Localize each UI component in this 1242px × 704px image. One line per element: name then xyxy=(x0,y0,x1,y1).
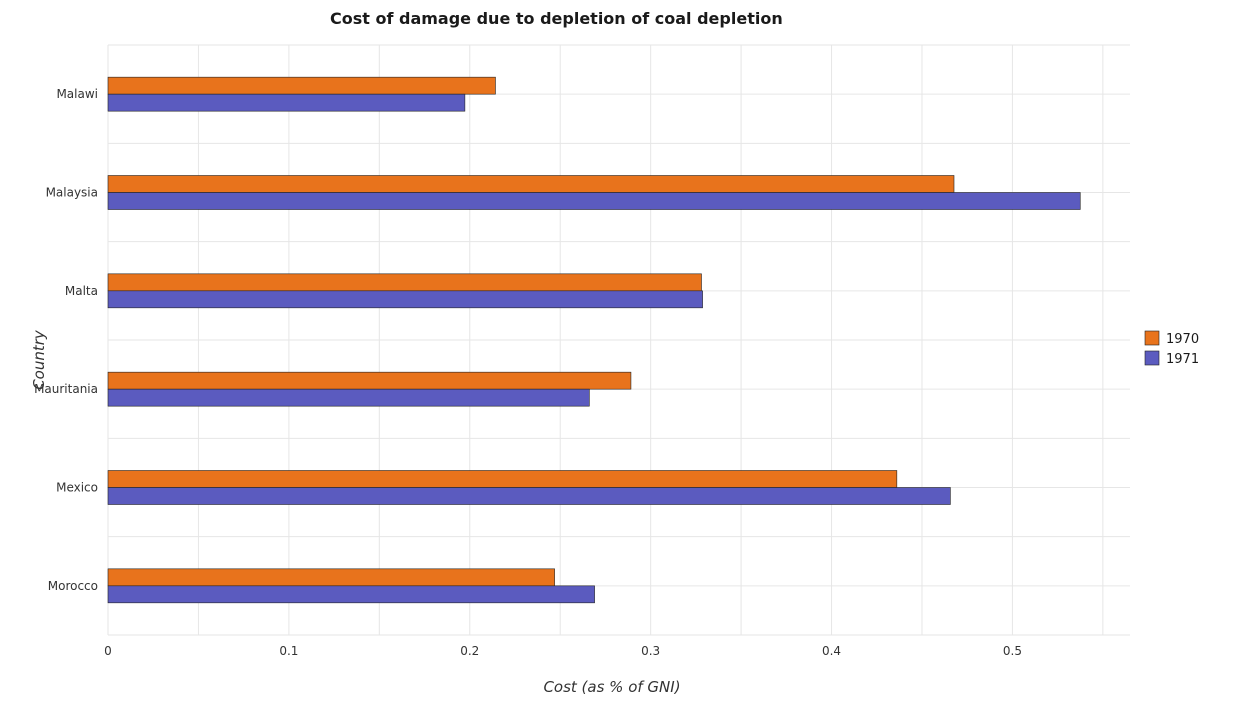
bar-1971-mauritania xyxy=(107,388,590,407)
legend-label-1970: 1970 xyxy=(1166,332,1199,347)
bar-1970-malawi xyxy=(107,76,496,95)
legend-swatch-1971 xyxy=(1144,350,1160,366)
y-tick-label: Malawi xyxy=(56,87,98,101)
bar-1970-mexico xyxy=(107,470,898,488)
x-tick-label: 0.5 xyxy=(1003,644,1022,658)
chart-title: Cost of damage due to depletion of coal … xyxy=(330,9,783,28)
bar-1970-malaysia xyxy=(107,175,955,193)
bar-1971-mexico xyxy=(107,487,951,505)
bar-1971-malawi xyxy=(107,93,466,112)
y-tick-label: Morocco xyxy=(48,579,98,593)
bars xyxy=(107,76,1081,604)
bar-1971-malta xyxy=(107,290,703,309)
y-tick-label: Malta xyxy=(65,284,98,298)
x-tick-label: 0.3 xyxy=(641,644,660,658)
y-tick-label: Malaysia xyxy=(46,186,98,200)
legend-label-1971: 1971 xyxy=(1166,352,1199,367)
grid xyxy=(107,44,1130,636)
bar-1970-mauritania xyxy=(107,371,632,390)
y-tick-label: Mexico xyxy=(56,481,98,495)
x-tick-label: 0.4 xyxy=(822,644,841,658)
bar-1971-malaysia xyxy=(107,192,1081,210)
y-tick-label: Mauritania xyxy=(34,382,98,396)
x-tick-labels: 0 0.1 0.2 0.3 0.4 0.5 xyxy=(104,644,1022,658)
legend: 1970 1971 xyxy=(1144,330,1199,367)
y-tick-labels: Malawi Malaysia Malta Mauritania Mexico Moroc… xyxy=(34,87,98,593)
x-tick-label: 0 xyxy=(104,644,112,658)
bar-1970-morocco xyxy=(107,568,555,587)
bar-1970-malta xyxy=(107,273,702,292)
x-tick-label: 0.2 xyxy=(460,644,479,658)
x-tick-label: 0.1 xyxy=(279,644,298,658)
x-axis-label: Cost (as % of GNI) xyxy=(543,678,680,696)
y-axis-label: Country xyxy=(30,329,48,390)
bar-1971-morocco xyxy=(107,585,595,604)
legend-swatch-1970 xyxy=(1144,330,1160,346)
